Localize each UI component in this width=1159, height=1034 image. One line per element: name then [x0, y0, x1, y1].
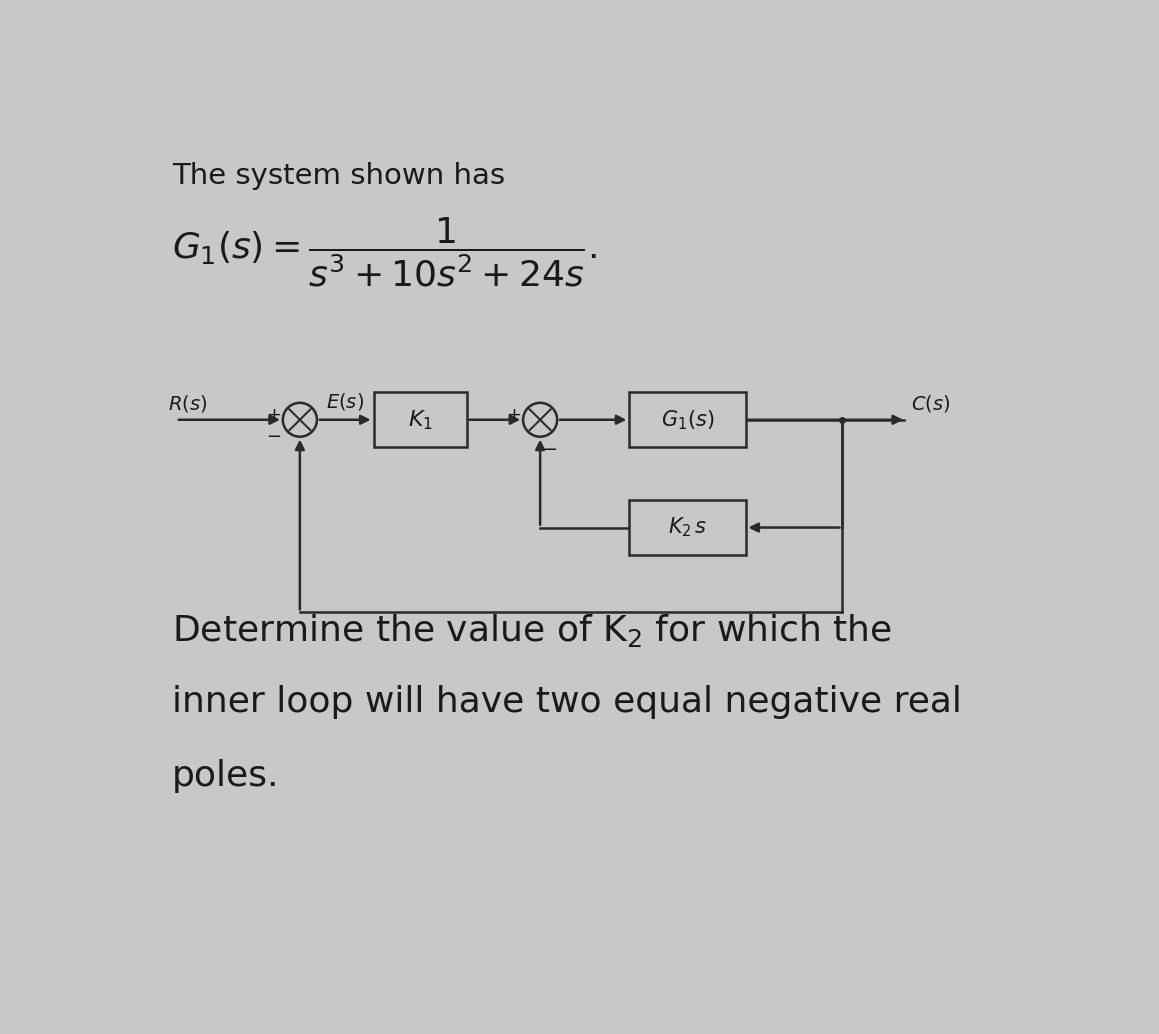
FancyBboxPatch shape: [629, 392, 745, 448]
Text: +: +: [506, 405, 522, 424]
Text: Determine the value of K$_2$ for which the: Determine the value of K$_2$ for which t…: [172, 612, 892, 649]
Text: $K_2\,s$: $K_2\,s$: [668, 516, 707, 540]
Text: $R(s)$: $R(s)$: [168, 393, 207, 415]
Text: −: −: [267, 428, 282, 446]
Text: $C(s)$: $C(s)$: [911, 393, 950, 415]
Text: +: +: [267, 405, 282, 424]
FancyBboxPatch shape: [373, 392, 467, 448]
Text: $G_1(s) = \dfrac{1}{s^3+10s^2+24s}$.: $G_1(s) = \dfrac{1}{s^3+10s^2+24s}$.: [172, 216, 597, 290]
Text: $E(s)$: $E(s)$: [326, 391, 364, 413]
Text: poles.: poles.: [172, 759, 279, 792]
FancyBboxPatch shape: [629, 499, 745, 555]
Text: The system shown has: The system shown has: [172, 161, 505, 190]
Text: −: −: [541, 440, 556, 458]
Text: $G_1(s)$: $G_1(s)$: [661, 408, 714, 431]
Text: $K_1$: $K_1$: [408, 408, 432, 431]
Text: inner loop will have two equal negative real: inner loop will have two equal negative …: [172, 686, 962, 720]
